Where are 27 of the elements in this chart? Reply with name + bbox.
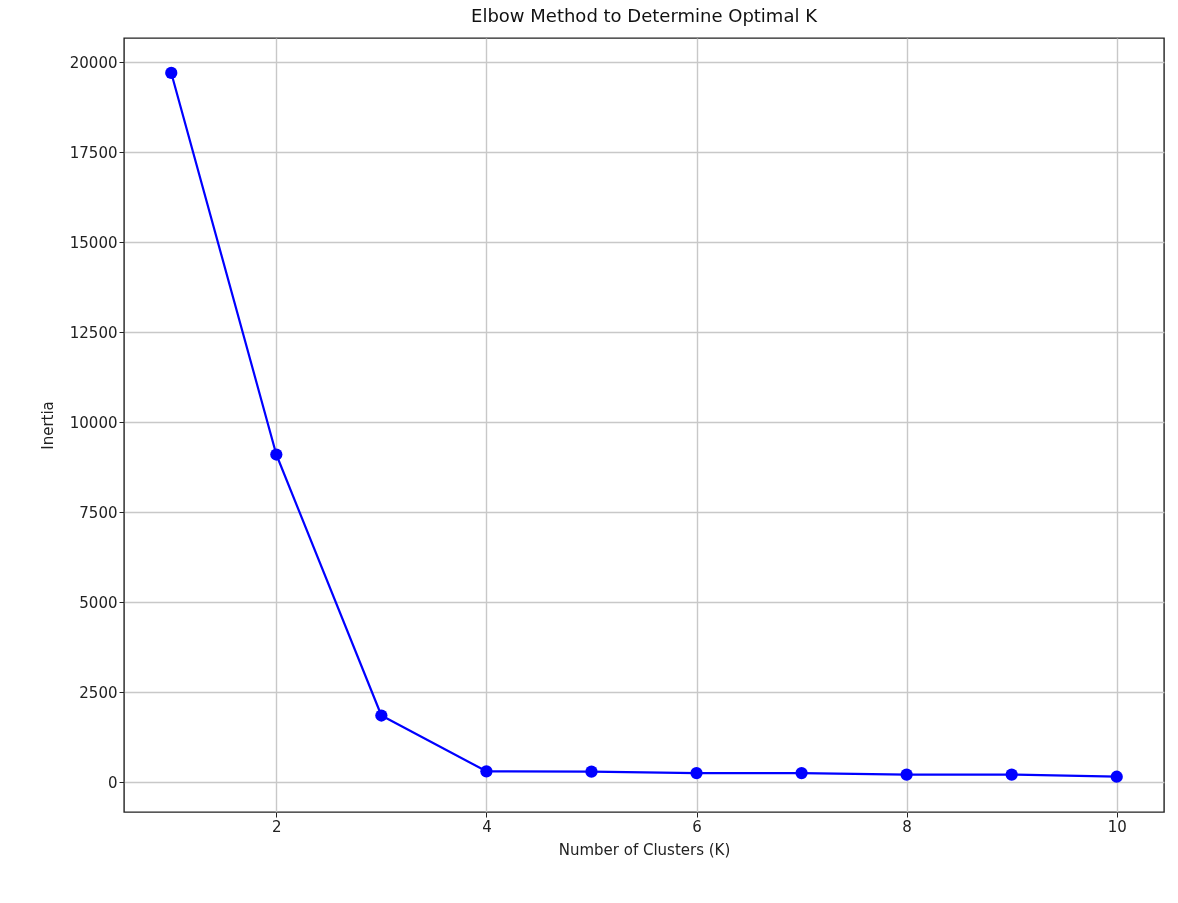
point: [1110, 770, 1123, 783]
y-tick-label: 17500: [69, 143, 118, 162]
y-tick-label: 12500: [69, 323, 118, 342]
x-tick-label: 10: [1107, 817, 1127, 836]
point: [270, 448, 283, 461]
x-axis-title: Number of Clusters (K): [558, 840, 731, 859]
x-tick-label: 8: [902, 817, 912, 836]
chart-title: Elbow Method to Determine Optimal K: [471, 5, 819, 26]
y-tick-label: 20000: [69, 53, 118, 72]
y-tick-label: 5000: [79, 593, 118, 612]
point: [375, 709, 388, 722]
y-tick-label: 7500: [79, 503, 118, 522]
point: [165, 66, 178, 80]
point: [795, 767, 808, 780]
point: [585, 765, 598, 778]
y-tick-label: 10000: [69, 413, 118, 432]
y-tick-label: 2500: [79, 683, 118, 702]
point: [1005, 768, 1018, 781]
y-axis-title: Inertia: [38, 401, 57, 450]
y-tick-label: 15000: [69, 233, 118, 252]
x-tick-label: 6: [692, 817, 702, 836]
x-tick-label: 2: [272, 817, 282, 836]
y-tick-label: 0: [107, 773, 118, 792]
point: [480, 765, 493, 778]
point: [690, 767, 703, 780]
point: [900, 768, 913, 781]
x-tick-label: 4: [482, 817, 492, 836]
